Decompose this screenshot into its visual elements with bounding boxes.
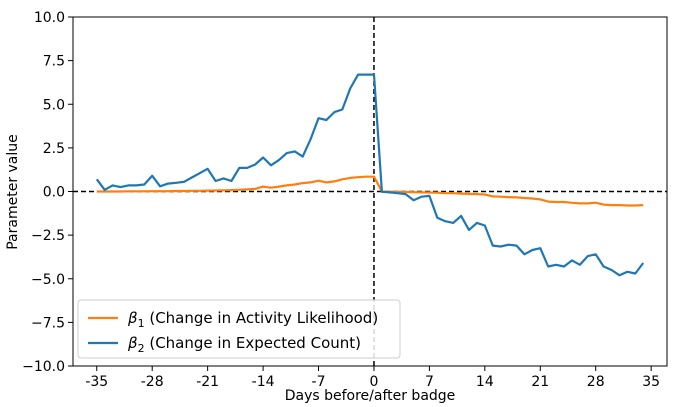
x-tick-label: -21: [196, 374, 219, 390]
legend: β1 (Change in Activity Likelihood) β2 (Ch…: [77, 299, 401, 359]
legend-box: [77, 299, 401, 359]
series-group: [95, 73, 645, 277]
y-tick-label: 7.5: [43, 54, 65, 70]
x-tick-label: -14: [252, 374, 275, 390]
y-tick-label: −2.5: [31, 228, 65, 244]
y-tick-label: −10.0: [22, 359, 65, 375]
series-line-beta-2: [95, 73, 645, 277]
x-tick-label: 7: [425, 374, 434, 390]
axes: -35 -28 -21 -14 -7 0 7 14 21 28 35 −10.0 −7.5 −5.0 −2.…: [22, 10, 668, 390]
y-axis-label: Parameter value: [5, 134, 21, 250]
legend-label-beta-2: β2 (Change in Expected Count): [127, 334, 361, 355]
x-tick-label: 21: [531, 374, 549, 390]
x-tick-label: 28: [587, 374, 605, 390]
y-tick-label: 0.0: [43, 185, 65, 201]
y-tick-label: 2.5: [43, 141, 65, 157]
x-tick-label: 14: [476, 374, 494, 390]
x-tick-label: -35: [85, 374, 108, 390]
x-tick-label: -7: [312, 374, 326, 390]
x-tick-label: 0: [369, 374, 378, 390]
legend-label-beta-1: β1 (Change in Activity Likelihood): [127, 309, 378, 330]
y-tick-label: 10.0: [34, 10, 65, 26]
x-tick-label: -28: [141, 374, 164, 390]
y-tick-label: 5.0: [43, 97, 65, 113]
y-tick-label: −7.5: [31, 315, 65, 331]
series-line-beta-1: [96, 175, 644, 207]
y-tick-label: −5.0: [31, 272, 65, 288]
x-tick-label: 35: [642, 374, 660, 390]
x-axis-label: Days before/after badge: [285, 388, 456, 404]
